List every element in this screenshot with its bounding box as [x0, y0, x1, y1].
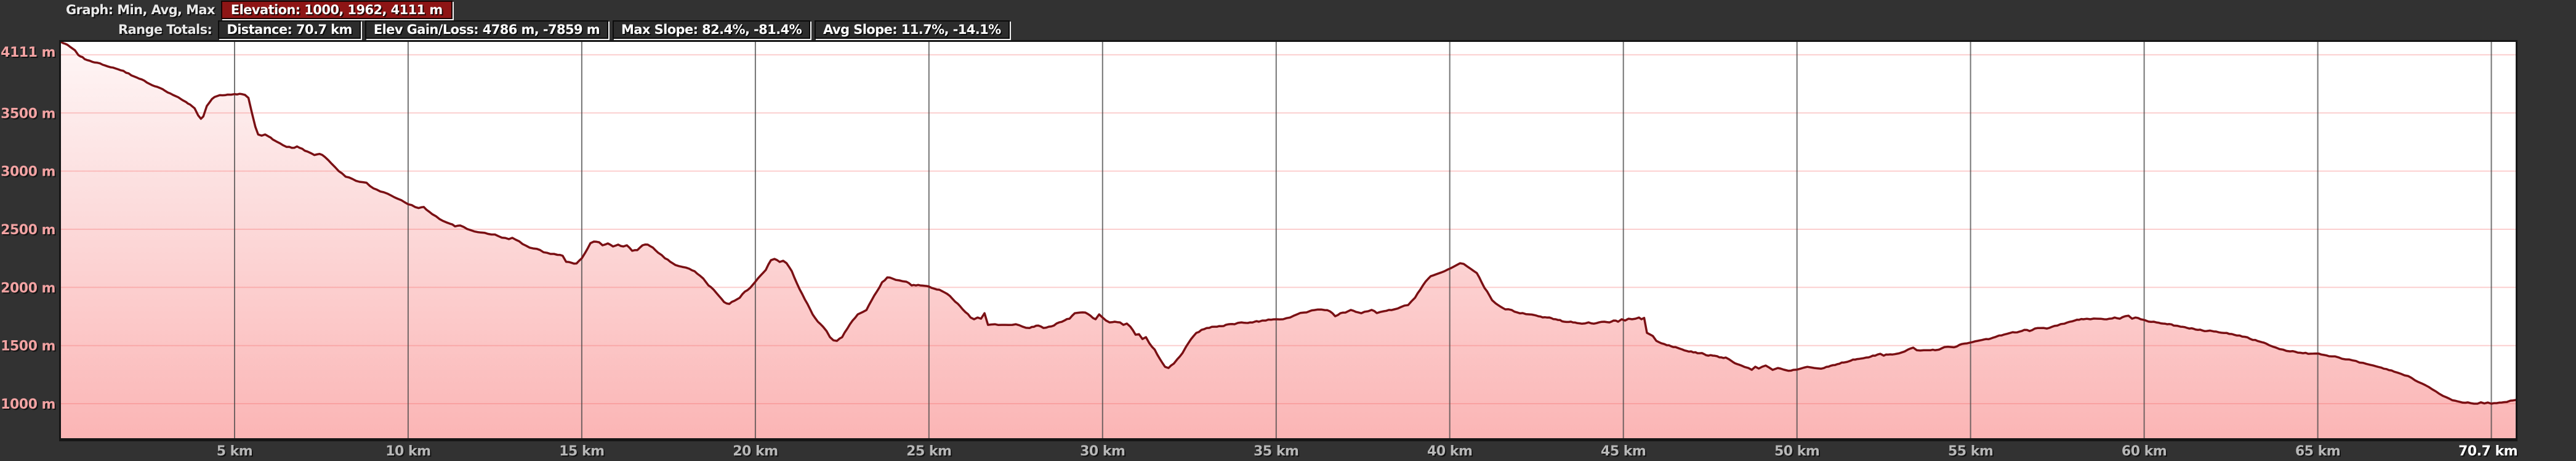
total-distance-label-shadow: 70.7 km — [2460, 445, 2519, 460]
y-axis-label-shadow: 2500 m — [2, 224, 57, 239]
x-axis-label-shadow: 15 km — [560, 445, 605, 460]
x-axis-label: 10 km — [385, 444, 430, 459]
x-axis-label: 30 km — [1080, 444, 1125, 459]
x-axis-line — [59, 438, 2518, 441]
x-axis-label-shadow: 35 km — [1255, 445, 1300, 460]
y-axis-label-shadow: 2000 m — [2, 282, 57, 297]
x-axis-label: 5 km — [217, 444, 253, 459]
x-axis-label-shadow: 20 km — [734, 445, 779, 460]
x-axis-label-shadow: 5 km — [218, 445, 254, 460]
x-axis-label: 55 km — [1948, 444, 1993, 459]
elevation-curve — [60, 41, 2517, 405]
graph-mode-label: Graph: Min, Avg, Max — [66, 2, 215, 17]
x-axis-label-shadow: 30 km — [1081, 445, 1126, 460]
x-axis-label-shadow: 60 km — [2123, 445, 2168, 460]
elevation-summary-box: Elevation: 1000, 1962, 4111 m — [220, 1, 453, 19]
y-axis-label-shadow: 4111 m — [2, 46, 57, 62]
x-axis-label: 60 km — [2122, 444, 2167, 459]
x-axis-label: 25 km — [906, 444, 951, 459]
x-axis-label: 20 km — [733, 444, 778, 459]
y-axis-label-shadow: 3000 m — [2, 166, 57, 181]
y-axis-label-shadow: 1500 m — [2, 340, 57, 356]
x-axis-label: 65 km — [2295, 444, 2340, 459]
y-axis-label: 2000 m — [1, 280, 55, 296]
x-axis-label-shadow: 65 km — [2296, 445, 2341, 460]
x-axis-label: 15 km — [559, 444, 604, 459]
x-axis-label-shadow: 10 km — [387, 445, 432, 460]
x-axis-label: 40 km — [1427, 444, 1472, 459]
x-axis-label-shadow: 40 km — [1428, 445, 1473, 460]
y-axis-label: 2500 m — [1, 222, 55, 238]
y-axis-label-shadow: 3500 m — [2, 107, 57, 123]
range-totals-label: Range Totals: — [118, 22, 212, 37]
x-axis-label-shadow: 45 km — [1602, 445, 1647, 460]
y-axis-label: 1500 m — [1, 339, 55, 354]
total-distance-label: 70.7 km — [2458, 444, 2518, 459]
max-slope-stat-box: Max Slope: 82.4%, -81.4% — [613, 20, 811, 39]
x-axis-label-shadow: 50 km — [1776, 445, 1821, 460]
y-axis-label: 4111 m — [1, 45, 55, 60]
graph-header-row: Graph: Min, Avg, Max Elevation: 1000, 19… — [66, 1, 453, 19]
avg-slope-stat-box: Avg Slope: 11.7%, -14.1% — [815, 20, 1010, 39]
x-axis-label: 50 km — [1774, 444, 1819, 459]
x-axis-label-shadow: 55 km — [1949, 445, 1994, 460]
y-axis-label-shadow: 1000 m — [2, 398, 57, 414]
y-axis-label: 1000 m — [1, 397, 55, 412]
range-totals-row: Range Totals: Distance: 70.7 km Elev Gai… — [118, 20, 1014, 39]
x-axis-label: 45 km — [1601, 444, 1646, 459]
elevation-area-fill — [61, 42, 2516, 439]
x-axis-label-shadow: 25 km — [908, 445, 952, 460]
elev-gain-loss-stat-box: Elev Gain/Loss: 4786 m, -7859 m — [364, 20, 609, 39]
x-axis-label: 35 km — [1254, 444, 1298, 459]
distance-stat-box: Distance: 70.7 km — [218, 20, 361, 39]
y-axis-label: 3000 m — [1, 165, 55, 180]
y-axis-label: 3500 m — [1, 106, 55, 121]
